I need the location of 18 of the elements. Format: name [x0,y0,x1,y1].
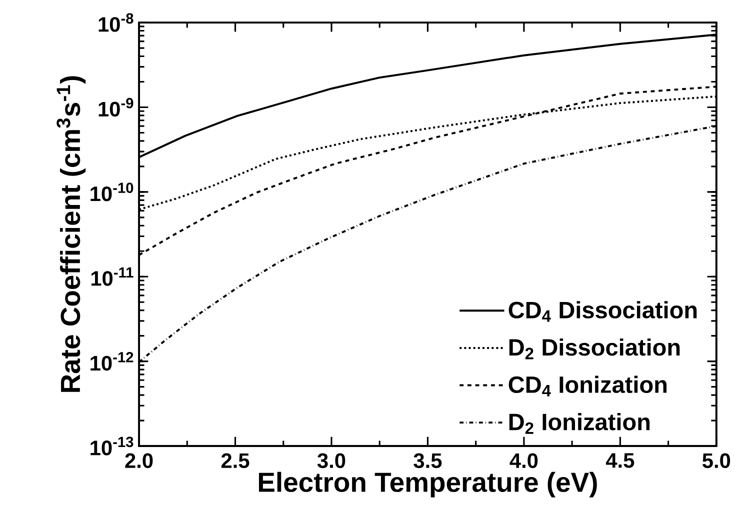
legend-label: CD$_{4}$ Ionization [508,376,667,396]
x-tick-label: 4.0 [510,453,538,468]
x-tick-label: 4.5 [606,453,634,468]
x-tick-label: 5.0 [702,453,730,468]
legend-label: D$_{2}$ Dissociation [509,338,680,360]
y-axis-title: Rate Coefficient (cm$^{3}$s$^{-1}$) [56,76,86,392]
y-tick-label: 10$^{-8}$ [98,13,134,32]
y-tick-label: 10$^{-10}$ [90,182,134,202]
x-axis-title: Electron Temperature (eV) [258,472,597,498]
y-tick-label: 10$^{-9}$ [98,98,134,116]
x-tick-label: 2.5 [221,453,250,468]
y-tick-label: 10$^{-12}$ [90,352,134,370]
legend-label: CD$_{4}$ Dissociation [508,300,697,322]
x-tick-label: 3.0 [317,453,346,468]
y-tick-label: 10$^{-11}$ [91,267,134,286]
x-tick-label: 2.0 [125,453,153,468]
legend-label: D$_{2}$ Ionization [509,412,650,434]
x-tick-label: 3.5 [414,453,442,468]
